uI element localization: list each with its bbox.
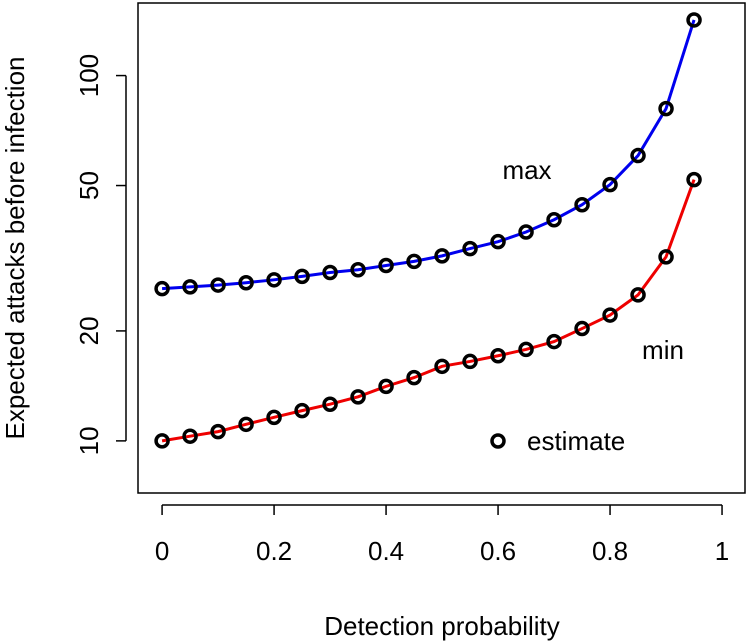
data-point (658, 249, 674, 265)
data-point (630, 287, 646, 303)
data-point (238, 274, 254, 291)
series-line (161, 19, 696, 291)
y-tick-label: 100 (74, 54, 104, 97)
data-point (154, 433, 170, 449)
data-point (350, 389, 366, 405)
data-point (434, 248, 450, 264)
series-label: max (502, 155, 551, 185)
data-point (602, 176, 618, 193)
data-point (322, 264, 338, 281)
series-label: min (642, 335, 684, 365)
data-point (490, 233, 506, 250)
data-point (322, 396, 338, 412)
data-point (686, 12, 702, 28)
x-axis-title: Detection probability (324, 611, 560, 641)
y-axis-title: Expected attacks before infection (0, 56, 30, 439)
data-point (154, 280, 170, 297)
legend-label: estimate (527, 426, 625, 456)
data-point (434, 358, 450, 375)
x-tick-label: 1 (715, 536, 729, 566)
data-point (574, 320, 590, 337)
data-point (238, 416, 254, 433)
x-tick-label: 0.2 (256, 536, 292, 566)
plot-box (137, 2, 746, 494)
data-point (686, 171, 702, 188)
data-point (350, 262, 366, 278)
data-point (546, 333, 562, 350)
data-point (602, 307, 618, 323)
data-point (518, 224, 534, 240)
data-point (462, 353, 478, 370)
x-tick-label: 0.4 (368, 536, 404, 566)
x-tick-label: 0.8 (592, 536, 628, 566)
data-point (518, 341, 534, 358)
legend-marker (490, 433, 506, 449)
data-point (294, 402, 310, 419)
data-point (266, 272, 282, 288)
data-point (630, 147, 646, 164)
x-tick-label: 0 (155, 536, 169, 566)
data-point (182, 428, 198, 444)
data-point (210, 423, 226, 440)
data-point (490, 348, 506, 364)
y-tick-label: 20 (74, 316, 104, 345)
data-point (294, 268, 310, 285)
data-point (574, 196, 590, 213)
y-tick-label: 10 (74, 426, 104, 455)
data-point (266, 409, 282, 426)
data-point (406, 369, 422, 386)
data-point (210, 277, 226, 293)
data-point (378, 378, 394, 395)
y-tick-label: 50 (74, 171, 104, 200)
data-point (462, 240, 478, 257)
data-point (406, 253, 422, 270)
data-point (546, 212, 562, 228)
x-tick-label: 0.6 (480, 536, 516, 566)
data-point (378, 257, 394, 274)
data-point (182, 279, 198, 295)
data-point (658, 100, 674, 117)
